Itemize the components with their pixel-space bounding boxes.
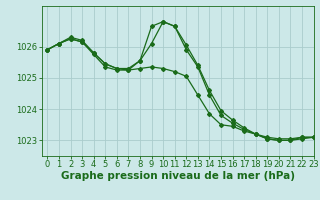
X-axis label: Graphe pression niveau de la mer (hPa): Graphe pression niveau de la mer (hPa) [60, 171, 295, 181]
